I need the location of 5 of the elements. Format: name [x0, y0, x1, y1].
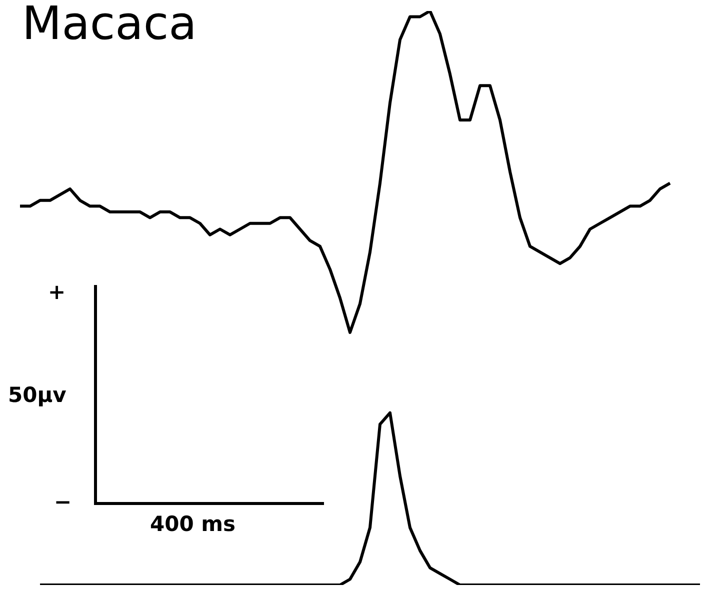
annotation: − [54, 490, 72, 514]
annotation: 400 ms [150, 512, 236, 536]
annotation: + [48, 280, 66, 304]
annotation: 50µv [8, 383, 66, 407]
chart-title: Macaca [22, 0, 197, 50]
